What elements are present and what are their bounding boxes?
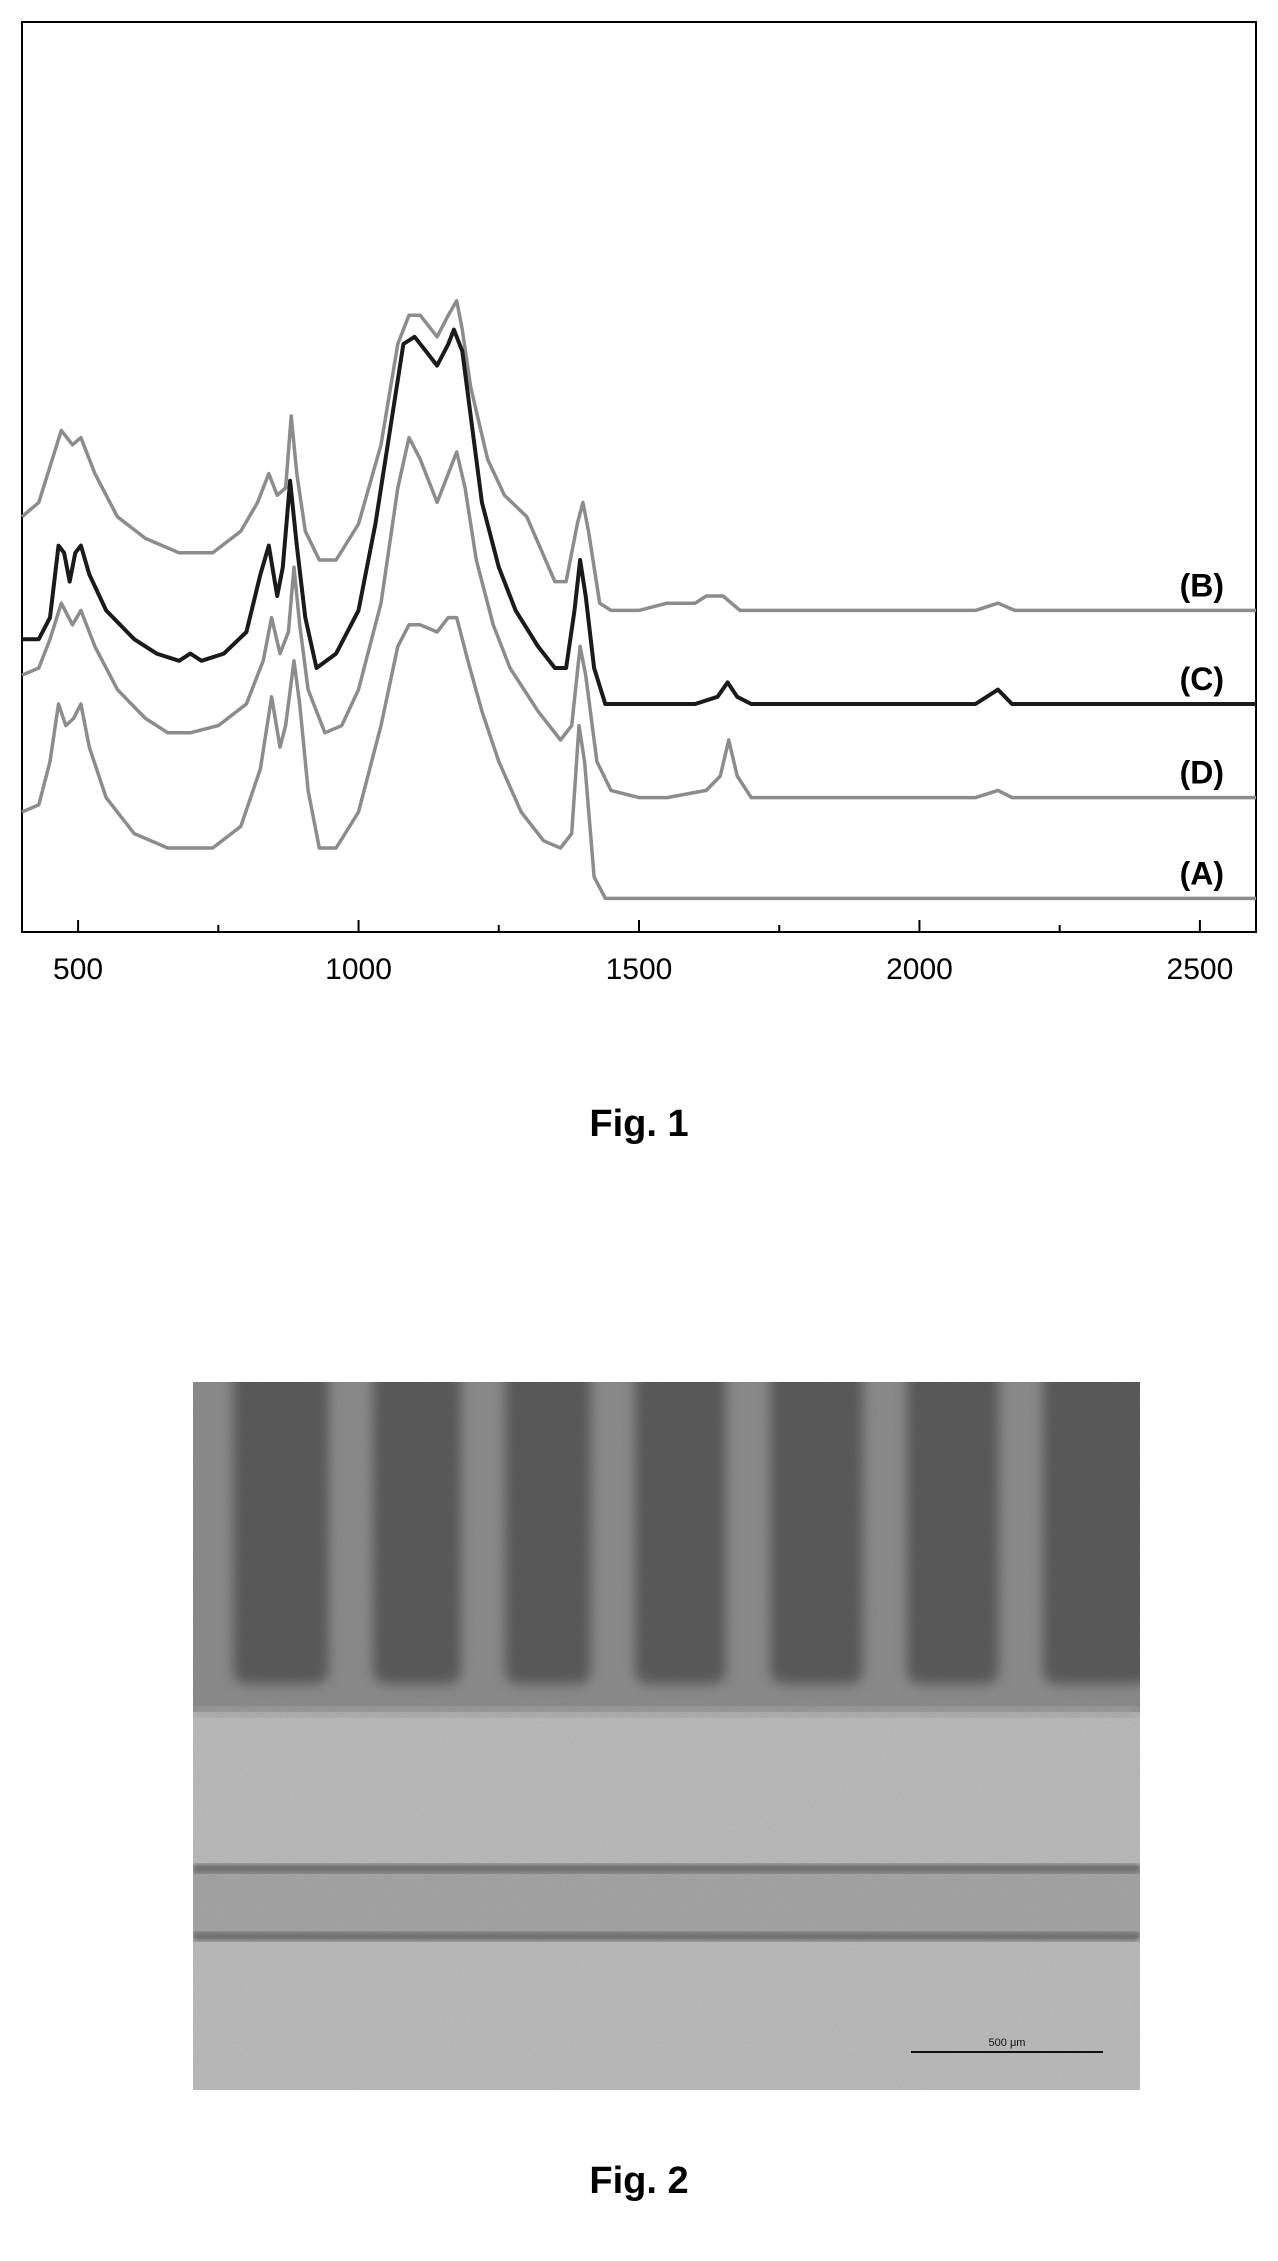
- chart-frame: [21, 21, 1257, 933]
- channel-wall: [373, 1382, 461, 1684]
- figure-2-caption: Fig. 2: [589, 2160, 689, 2202]
- channel-wall: [233, 1382, 329, 1684]
- series-line-b: [20, 299, 1256, 613]
- series-lines: [20, 299, 1256, 901]
- series-label-b: (B): [1180, 567, 1224, 603]
- channel-wall: [770, 1382, 863, 1684]
- figure-2-micrograph: 500 μm: [193, 1382, 1140, 2090]
- x-tick-label: 500: [53, 953, 103, 986]
- figure-1-spectrum-chart: 500 1000 1500 2000 2500 (A) (D) (B) (C): [20, 21, 1257, 986]
- figure-1-caption: Fig. 1: [589, 1103, 689, 1145]
- micrograph-channel: [193, 1866, 1140, 1938]
- series-line-a: [21, 615, 1256, 901]
- series-label-c: (C): [1180, 661, 1224, 697]
- scale-bar-label: 500 μm: [989, 2037, 1026, 2049]
- x-axis-ticks: [77, 920, 1201, 932]
- series-labels: (A) (D) (B) (C): [1180, 567, 1224, 891]
- x-tick-label: 1000: [325, 953, 392, 986]
- x-axis-tick-labels: 500 1000 1500 2000 2500: [53, 953, 1233, 986]
- channel-wall: [1043, 1382, 1140, 1684]
- x-tick-label: 2000: [886, 953, 953, 986]
- x-tick-label: 2500: [1167, 953, 1234, 986]
- x-tick-label: 1500: [606, 953, 673, 986]
- channel-wall: [635, 1382, 726, 1684]
- micrograph-channel-walls: [233, 1382, 1140, 1684]
- series-label-a: (A): [1180, 855, 1224, 891]
- series-line-c: [22, 327, 1256, 706]
- channel-wall: [907, 1382, 999, 1684]
- series-line-d: [21, 435, 1256, 800]
- channel-wall: [505, 1382, 591, 1684]
- series-label-d: (D): [1180, 755, 1224, 791]
